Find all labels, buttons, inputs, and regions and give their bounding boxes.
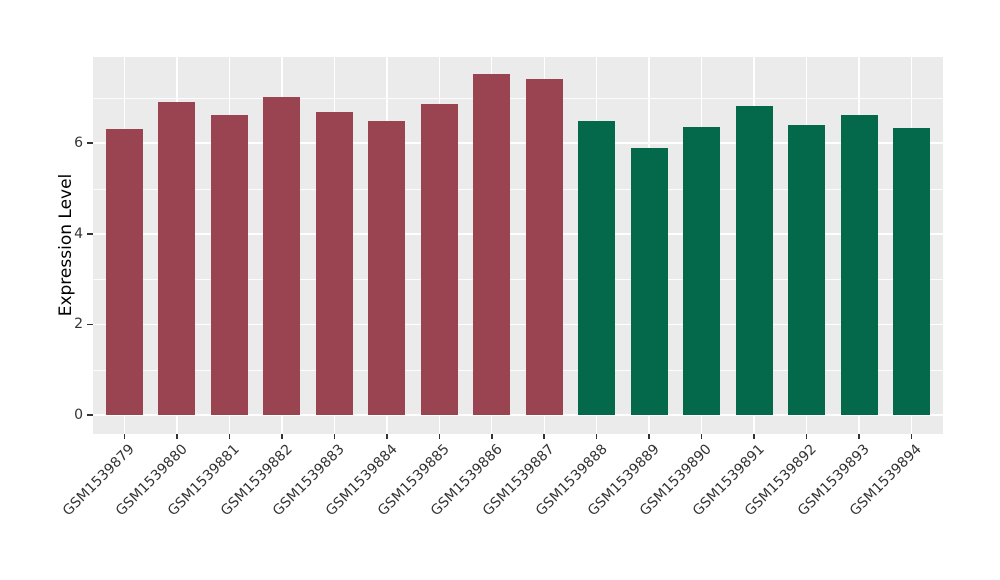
x-tick-mark-GSM1539883 xyxy=(333,434,336,439)
y-tick-label-6: 6 xyxy=(74,135,83,152)
y-tick-mark-4 xyxy=(87,233,93,235)
bar-GSM1539894 xyxy=(893,127,931,415)
bar-GSM1539885 xyxy=(420,103,458,415)
bar-GSM1539881 xyxy=(210,115,248,415)
x-tick-mark-GSM1539887 xyxy=(543,434,545,439)
bar-GSM1539892 xyxy=(788,124,826,415)
x-tick-mark-GSM1539882 xyxy=(281,434,283,439)
gridline-major-y4 xyxy=(93,233,943,235)
bar-GSM1539886 xyxy=(473,73,511,415)
bar-GSM1539890 xyxy=(683,127,721,415)
x-tick-mark-GSM1539886 xyxy=(491,434,493,439)
x-tick-mark-GSM1539880 xyxy=(176,434,178,439)
gridline-major-y6 xyxy=(93,142,943,144)
gridline-minor-y5 xyxy=(93,188,943,190)
y-tick-label-4: 4 xyxy=(74,225,83,242)
y-tick-mark-6 xyxy=(87,142,93,144)
bar-GSM1539883 xyxy=(315,111,353,415)
bar-GSM1539880 xyxy=(158,101,196,415)
y-tick-mark-0 xyxy=(87,414,93,416)
gridline-major-y0 xyxy=(93,414,943,416)
gridline-minor-y1 xyxy=(93,369,943,371)
x-tick-mark-GSM1539879 xyxy=(123,434,126,439)
x-tick-mark-GSM1539894 xyxy=(910,434,913,439)
bar-GSM1539884 xyxy=(368,121,406,415)
bar-GSM1539891 xyxy=(735,105,773,415)
bar-GSM1539882 xyxy=(263,96,301,415)
bar-GSM1539879 xyxy=(105,129,143,415)
x-tick-mark-GSM1539891 xyxy=(753,434,755,439)
y-tick-label-0: 0 xyxy=(74,407,83,423)
x-tick-mark-GSM1539890 xyxy=(700,434,703,439)
x-tick-mark-GSM1539888 xyxy=(595,434,598,439)
x-tick-mark-GSM1539889 xyxy=(648,434,650,439)
bar-GSM1539888 xyxy=(578,121,616,415)
x-tick-mark-GSM1539881 xyxy=(228,434,231,439)
plot-panel xyxy=(93,57,943,434)
gridline-minor-y3 xyxy=(93,279,943,281)
gridline-major-y2 xyxy=(93,323,943,326)
x-tick-mark-GSM1539884 xyxy=(386,434,388,439)
y-tick-label-2: 2 xyxy=(74,316,83,333)
x-tick-mark-GSM1539885 xyxy=(438,434,441,439)
bar-GSM1539887 xyxy=(525,79,563,415)
x-tick-mark-GSM1539892 xyxy=(805,434,808,439)
gridline-minor-y7 xyxy=(93,97,943,99)
y-axis-title: Expression Level xyxy=(56,173,76,317)
bar-GSM1539889 xyxy=(630,148,668,415)
y-tick-mark-2 xyxy=(87,323,93,326)
x-tick-mark-GSM1539893 xyxy=(858,434,860,439)
bar-GSM1539893 xyxy=(840,114,878,415)
